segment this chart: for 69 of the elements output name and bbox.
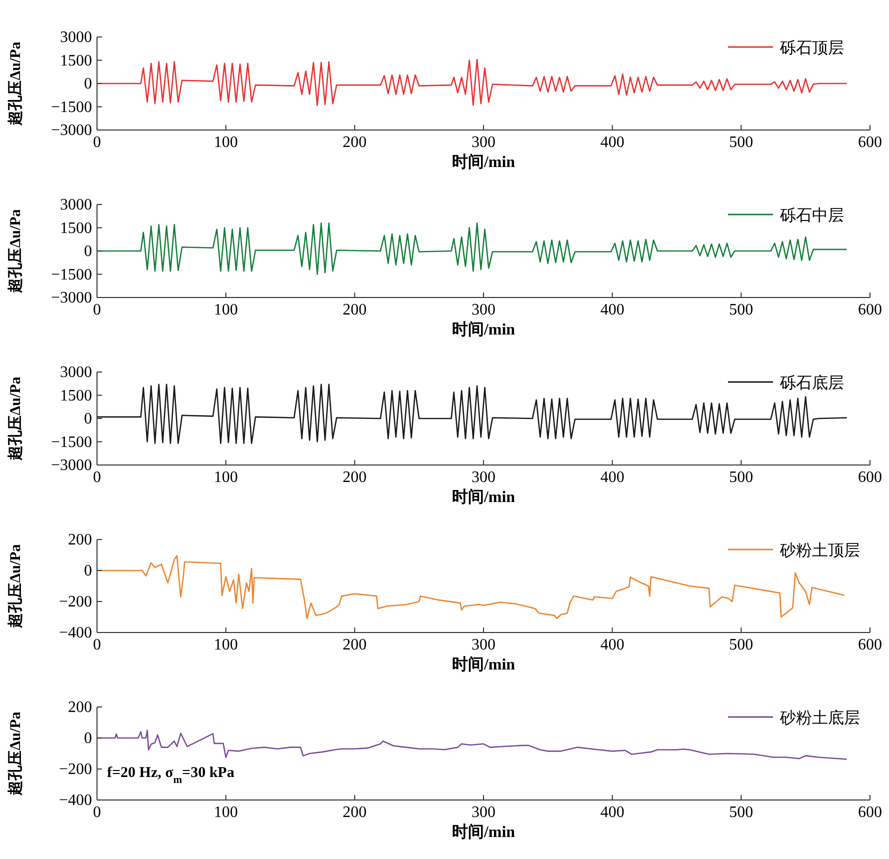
y-tick-label: −3000 (50, 457, 92, 474)
x-tick-label: 500 (729, 804, 754, 821)
y-tick-label: 200 (68, 532, 92, 548)
x-tick-label: 100 (214, 134, 238, 151)
y-axis-title: 超孔压Δu/Pa (7, 208, 24, 294)
x-tick-label: 300 (472, 636, 496, 654)
legend-label: 砾石中层 (779, 206, 844, 224)
y-tick-label: 1500 (60, 387, 92, 404)
y-axis-title: 超孔压Δu/Pa (7, 711, 24, 796)
x-tick-label: 500 (729, 636, 754, 654)
x-tick-label: 200 (342, 302, 367, 318)
y-tick-label: 0 (84, 410, 92, 428)
x-tick-label: 300 (472, 302, 496, 318)
x-tick-label: 400 (600, 134, 624, 151)
x-axis-title: 时间/min (452, 656, 516, 674)
x-tick-label: 600 (858, 302, 882, 318)
x-tick-label: 500 (729, 469, 754, 486)
y-tick-label: −200 (58, 761, 92, 778)
x-axis-title: 时间/min (452, 320, 516, 338)
x-tick-label: 600 (858, 134, 882, 151)
x-tick-label: 400 (600, 804, 624, 821)
x-axis-title: 时间/min (452, 823, 516, 841)
legend-label: 砂粉土顶层 (779, 542, 860, 560)
y-tick-label: 0 (84, 243, 92, 260)
x-tick-label: 200 (342, 804, 367, 821)
annotation: f=20 Hz, σ$_{m}$=30 kPa (107, 764, 235, 786)
y-tick-label: 1500 (60, 220, 92, 237)
x-tick-label: 200 (342, 134, 367, 151)
y-tick-label: 3000 (60, 29, 92, 46)
x-tick-label: 600 (858, 636, 882, 654)
y-tick-label: 200 (68, 699, 92, 716)
x-tick-label: 100 (214, 804, 238, 821)
y-tick-label: −1500 (50, 98, 92, 116)
x-tick-label: 100 (214, 302, 238, 318)
y-tick-label: 1500 (60, 52, 92, 70)
y-axis-title: 超孔压Δu/Pa (7, 376, 24, 462)
y-tick-label: −3000 (50, 290, 92, 306)
x-tick-label: 500 (729, 134, 754, 151)
y-tick-label: −400 (58, 624, 92, 642)
y-tick-label: −1500 (50, 266, 92, 284)
y-tick-label: 0 (84, 730, 92, 747)
y-tick-label: 0 (84, 76, 92, 92)
x-axis-title: 时间/min (452, 153, 516, 171)
x-axis-title: 时间/min (452, 488, 516, 506)
x-tick-label: 400 (600, 636, 624, 654)
y-axis-title: 超孔压Δu/Pa (7, 41, 24, 126)
y-tick-label: −400 (58, 792, 92, 809)
y-tick-label: 3000 (60, 364, 92, 381)
legend-label: 砾石顶层 (779, 39, 844, 57)
x-tick-label: 400 (600, 302, 624, 318)
x-tick-label: 500 (729, 302, 754, 318)
y-axis-title: 超孔压Δu/Pa (7, 544, 24, 629)
x-tick-label: 100 (214, 636, 238, 654)
x-tick-label: 200 (342, 469, 367, 486)
legend-label: 砾石底层 (779, 374, 844, 392)
x-tick-label: 400 (600, 469, 624, 486)
x-tick-label: 100 (214, 469, 238, 486)
x-tick-label: 300 (472, 804, 496, 821)
x-tick-label: 600 (858, 804, 882, 821)
x-tick-label: 300 (472, 134, 496, 151)
y-tick-label: −1500 (50, 434, 92, 451)
y-tick-label: 0 (84, 562, 92, 580)
y-tick-label: 3000 (60, 196, 92, 214)
y-tick-label: −200 (58, 594, 92, 610)
x-tick-label: 200 (342, 636, 367, 654)
x-tick-label: 300 (472, 469, 496, 486)
legend-label: 砂粉土底层 (779, 709, 860, 727)
y-tick-label: −3000 (50, 122, 92, 139)
x-tick-label: 600 (858, 469, 882, 486)
